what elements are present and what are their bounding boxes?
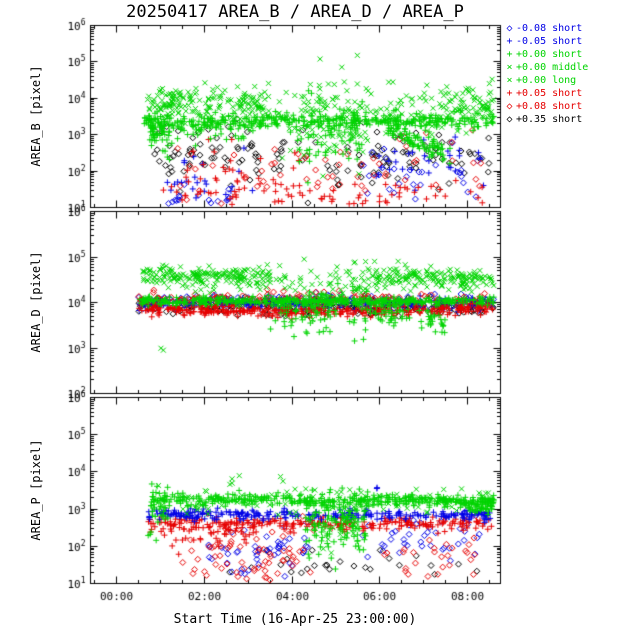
legend-item-label: +0.05 short	[516, 88, 583, 99]
legend-item-label: +0.35 short	[516, 114, 583, 125]
plus-marker-icon: +	[506, 36, 513, 47]
legend-item: × +0.00 long	[503, 74, 588, 87]
diamond-marker-icon: ◇	[506, 101, 513, 112]
legend-item: ◇ -0.08 short	[503, 22, 588, 35]
y-axis-title-area-d: AREA_D [pixel]	[29, 251, 43, 353]
legend-item: + -0.05 short	[503, 35, 588, 48]
y-axis-title-area-p: AREA_P [pixel]	[29, 439, 43, 541]
plus-marker-icon: +	[506, 49, 513, 60]
legend-item: × +0.00 middle	[503, 61, 588, 74]
legend-item: + +0.05 short	[503, 87, 588, 100]
cross-marker-icon: ×	[506, 75, 513, 86]
cross-marker-icon: ×	[506, 62, 513, 73]
legend-item-label: +0.00 long	[516, 75, 577, 86]
legend-item: ◇ +0.08 short	[503, 100, 588, 113]
legend-item: + +0.00 short	[503, 48, 588, 61]
legend-item-label: +0.00 middle	[516, 62, 589, 73]
plus-marker-icon: +	[506, 88, 513, 99]
legend-item-label: -0.05 short	[516, 36, 583, 47]
chart-title: 20250417 AREA_B / AREA_D / AREA_P	[126, 2, 464, 22]
y-axis-title-area-b: AREA_B [pixel]	[29, 65, 43, 167]
legend: ◇ -0.08 short + -0.05 short + +0.00 short × +0.…	[503, 22, 588, 126]
legend-item-label: +0.00 short	[516, 49, 583, 60]
diamond-marker-icon: ◇	[506, 114, 513, 125]
legend-item-label: -0.08 short	[516, 23, 583, 34]
diamond-marker-icon: ◇	[506, 23, 513, 34]
legend-item: ◇ +0.35 short	[503, 113, 588, 126]
x-axis-title: Start Time (16-Apr-25 23:00:00)	[173, 612, 417, 627]
legend-item-label: +0.08 short	[516, 101, 583, 112]
